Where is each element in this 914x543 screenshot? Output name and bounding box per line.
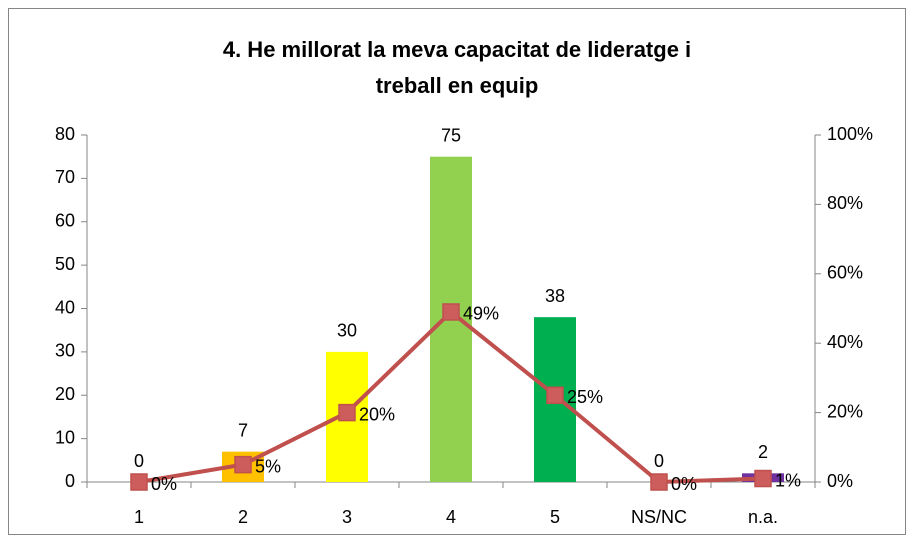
y-tick-label: 60 — [55, 211, 75, 231]
line-marker — [442, 303, 460, 321]
x-tick-label: 4 — [446, 507, 456, 527]
line-value-label: 0% — [151, 474, 177, 494]
x-tick-label: 3 — [342, 507, 352, 527]
line-value-label: 0% — [671, 474, 697, 494]
y-tick-label: 30 — [55, 341, 75, 361]
x-tick-label: 1 — [134, 507, 144, 527]
line-marker — [650, 473, 668, 491]
line-marker — [754, 469, 772, 488]
line-value-label: 1% — [775, 470, 801, 490]
line-value-label: 25% — [567, 387, 603, 407]
y-tick-label: 10 — [55, 427, 75, 447]
bar-value-label: 2 — [758, 442, 768, 462]
bar-value-label: 7 — [238, 420, 248, 440]
y-tick-label: 20 — [55, 384, 75, 404]
line-marker — [234, 455, 252, 474]
y2-tick-label: 0% — [827, 471, 853, 491]
line-value-label: 5% — [255, 456, 281, 476]
y-tick-label: 80 — [55, 124, 75, 144]
bar-value-label: 30 — [337, 321, 357, 341]
y-tick-label: 50 — [55, 254, 75, 274]
line-marker — [546, 386, 564, 404]
line-value-label: 49% — [463, 304, 499, 324]
y2-tick-label: 100% — [827, 124, 873, 144]
x-tick-label: 2 — [238, 507, 248, 527]
line-value-label: 20% — [359, 404, 395, 424]
bar-value-label: 0 — [134, 451, 144, 471]
bar-value-label: 38 — [545, 286, 565, 306]
y-tick-label: 0 — [65, 471, 75, 491]
x-tick-label: 5 — [550, 507, 560, 527]
y-tick-label: 70 — [55, 167, 75, 187]
line-marker — [338, 403, 356, 422]
y2-tick-label: 80% — [827, 193, 863, 213]
y2-tick-label: 60% — [827, 263, 863, 283]
y2-tick-label: 40% — [827, 332, 863, 352]
y2-tick-label: 20% — [827, 401, 863, 421]
chart-title: 4. He millorat la meva capacitat de lide… — [222, 37, 692, 98]
x-tick-label: NS/NC — [631, 507, 687, 527]
bar-value-label: 75 — [441, 125, 461, 145]
line-marker — [130, 473, 148, 491]
bar-value-label: 0 — [654, 451, 664, 471]
x-tick-label: n.a. — [748, 507, 778, 527]
y-tick-label: 40 — [55, 297, 75, 317]
